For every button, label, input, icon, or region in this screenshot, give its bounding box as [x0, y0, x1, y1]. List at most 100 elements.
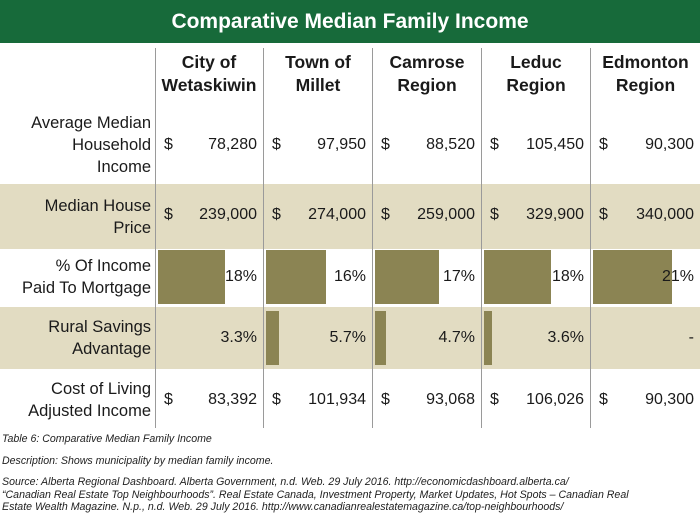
bar-fill: [593, 250, 673, 304]
cell-value: 5.7%: [329, 329, 366, 346]
currency-sign: $: [164, 206, 173, 223]
cell-median-income-leduc: $ 105,450: [482, 114, 590, 176]
bar-fill: [266, 250, 326, 304]
cell-value: 106,026: [526, 391, 584, 408]
column-header-wetaskiwin: City of Wetaskiwin: [161, 52, 257, 95]
cell-adjusted-income-wetaskiwin: $ 83,392: [156, 369, 263, 431]
bar-track: [484, 250, 588, 304]
row-label-mortgage-share: % Of Income Paid To Mortgage: [21, 257, 151, 297]
column-header-millet: Town of Millet: [285, 52, 351, 95]
cell-rural-savings-camrose: 4.7%: [373, 307, 481, 369]
cell-value: 16%: [333, 268, 366, 285]
cell-mortgage-share-millet: 16%: [264, 246, 372, 308]
source-citation: Source: Alberta Regional Dashboard. Albe…: [2, 476, 698, 514]
cell-value: 90,300: [645, 391, 694, 408]
cell-value: 3.3%: [220, 329, 257, 346]
row-band-house-price: [0, 184, 700, 249]
source-line: “Canadian Real Estate Top Neighbourhoods…: [2, 488, 629, 501]
currency-sign: $: [164, 391, 173, 408]
cell-value: 259,000: [417, 206, 475, 223]
cell-rural-savings-leduc: 3.6%: [482, 307, 590, 369]
currency-sign: $: [599, 206, 608, 223]
bar-track: [593, 311, 698, 365]
cell-house-price-millet: $ 274,000: [264, 184, 372, 246]
bar-fill: [484, 311, 493, 365]
bar-fill: [484, 250, 552, 304]
column-header-camrose: Camrose Region: [389, 52, 465, 95]
column-divider: [590, 48, 591, 428]
cell-house-price-edmonton: $ 340,000: [591, 184, 700, 246]
row-label-house-price: Median House Price: [44, 196, 151, 237]
currency-sign: $: [490, 206, 499, 223]
currency-sign: $: [490, 391, 499, 408]
column-divider: [263, 48, 264, 428]
cell-median-income-millet: $ 97,950: [264, 114, 372, 176]
cell-value: 4.7%: [438, 329, 475, 346]
table-caption: Table 6: Comparative Median Family Incom…: [2, 433, 212, 445]
bar-track: [158, 250, 261, 304]
cell-median-income-wetaskiwin: $ 78,280: [156, 114, 263, 176]
column-header-leduc: Leduc Region: [506, 52, 566, 95]
bar-track: [375, 311, 479, 365]
column-divider: [372, 48, 373, 428]
cell-adjusted-income-edmonton: $ 90,300: [591, 369, 700, 431]
cell-value: 97,950: [317, 136, 366, 153]
cell-value: 329,900: [526, 206, 584, 223]
currency-sign: $: [272, 136, 281, 153]
cell-house-price-wetaskiwin: $ 239,000: [156, 184, 263, 246]
cell-rural-savings-edmonton: -: [591, 307, 700, 369]
cell-median-income-camrose: $ 88,520: [373, 114, 481, 176]
currency-sign: $: [164, 136, 173, 153]
table-description: Description: Shows municipality by media…: [2, 455, 274, 467]
cell-median-income-edmonton: $ 90,300: [591, 114, 700, 176]
cell-value: 88,520: [426, 136, 475, 153]
currency-sign: $: [381, 391, 390, 408]
cell-value: 21%: [661, 268, 694, 285]
column-divider: [155, 48, 156, 428]
cell-mortgage-share-edmonton: 21%: [591, 246, 700, 308]
column-divider: [481, 48, 482, 428]
cell-adjusted-income-leduc: $ 106,026: [482, 369, 590, 431]
cell-mortgage-share-wetaskiwin: 18%: [156, 246, 263, 308]
bar-track: [266, 311, 370, 365]
bar-fill: [266, 311, 280, 365]
cell-mortgage-share-camrose: 17%: [373, 246, 481, 308]
cell-mortgage-share-leduc: 18%: [482, 246, 590, 308]
cell-house-price-camrose: $ 259,000: [373, 184, 481, 246]
column-header-edmonton: Edmonton Region: [602, 52, 689, 95]
bar-track: [266, 250, 370, 304]
bar-track: [593, 250, 698, 304]
cell-value: 340,000: [636, 206, 694, 223]
row-label-adjusted-income: Cost of Living Adjusted Income: [28, 380, 151, 420]
currency-sign: $: [272, 391, 281, 408]
currency-sign: $: [272, 206, 281, 223]
cell-value: 90,300: [645, 136, 694, 153]
cell-adjusted-income-camrose: $ 93,068: [373, 369, 481, 431]
bar-track: [375, 250, 479, 304]
cell-value: 18%: [551, 268, 584, 285]
source-line: Source: Alberta Regional Dashboard. Albe…: [2, 476, 569, 488]
currency-sign: $: [599, 391, 608, 408]
cell-value: 105,450: [526, 136, 584, 153]
bar-fill: [375, 311, 386, 365]
cell-value: 3.6%: [547, 329, 584, 346]
cell-value: 83,392: [208, 391, 257, 408]
bar-track: [158, 311, 261, 365]
currency-sign: $: [381, 206, 390, 223]
currency-sign: $: [599, 136, 608, 153]
cell-value: 17%: [442, 268, 475, 285]
cell-rural-savings-wetaskiwin: 3.3%: [156, 307, 263, 369]
cell-value: 78,280: [208, 136, 257, 153]
table-title: Comparative Median Family Income: [0, 0, 700, 43]
cell-house-price-leduc: $ 329,900: [482, 184, 590, 246]
currency-sign: $: [381, 136, 390, 153]
currency-sign: $: [490, 136, 499, 153]
cell-rural-savings-millet: 5.7%: [264, 307, 372, 369]
row-label-median-income: Average Median Household Income: [31, 114, 151, 176]
bar-fill: [375, 250, 439, 304]
cell-value: 18%: [224, 268, 257, 285]
source-line: Estate Wealth Magazine. N.p., n.d. Web. …: [2, 501, 564, 513]
cell-value: -: [688, 329, 694, 346]
cell-value: 239,000: [199, 206, 257, 223]
income-table: City of Wetaskiwin Town of Millet Camrose R…: [0, 43, 700, 428]
